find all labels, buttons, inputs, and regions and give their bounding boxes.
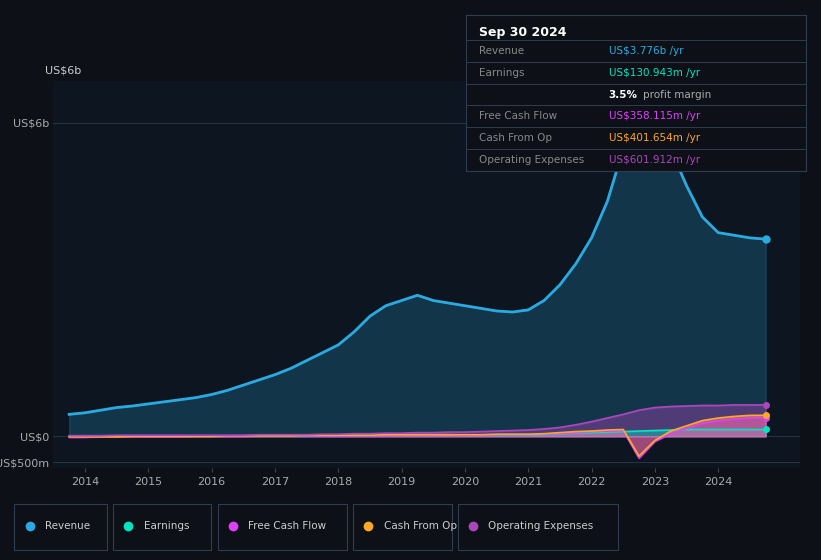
Text: US$3.776b /yr: US$3.776b /yr xyxy=(608,46,683,56)
Text: Cash From Op: Cash From Op xyxy=(479,133,553,143)
Text: Revenue: Revenue xyxy=(45,521,90,531)
Text: Revenue: Revenue xyxy=(479,46,525,56)
Text: Operating Expenses: Operating Expenses xyxy=(488,521,594,531)
Text: Operating Expenses: Operating Expenses xyxy=(479,155,585,165)
Text: US$601.912m /yr: US$601.912m /yr xyxy=(608,155,699,165)
FancyBboxPatch shape xyxy=(113,504,212,550)
Text: 3.5%: 3.5% xyxy=(608,90,638,100)
Text: US$6b: US$6b xyxy=(45,66,81,76)
Text: Free Cash Flow: Free Cash Flow xyxy=(249,521,327,531)
Text: US$130.943m /yr: US$130.943m /yr xyxy=(608,68,699,78)
Text: US$401.654m /yr: US$401.654m /yr xyxy=(608,133,699,143)
FancyBboxPatch shape xyxy=(218,504,347,550)
FancyBboxPatch shape xyxy=(353,504,452,550)
Text: Free Cash Flow: Free Cash Flow xyxy=(479,111,557,122)
Text: Earnings: Earnings xyxy=(479,68,525,78)
FancyBboxPatch shape xyxy=(458,504,618,550)
Text: Sep 30 2024: Sep 30 2024 xyxy=(479,26,566,39)
Text: Cash From Op: Cash From Op xyxy=(384,521,456,531)
Text: Earnings: Earnings xyxy=(144,521,189,531)
Text: US$358.115m /yr: US$358.115m /yr xyxy=(608,111,699,122)
FancyBboxPatch shape xyxy=(15,504,107,550)
Text: profit margin: profit margin xyxy=(643,90,711,100)
